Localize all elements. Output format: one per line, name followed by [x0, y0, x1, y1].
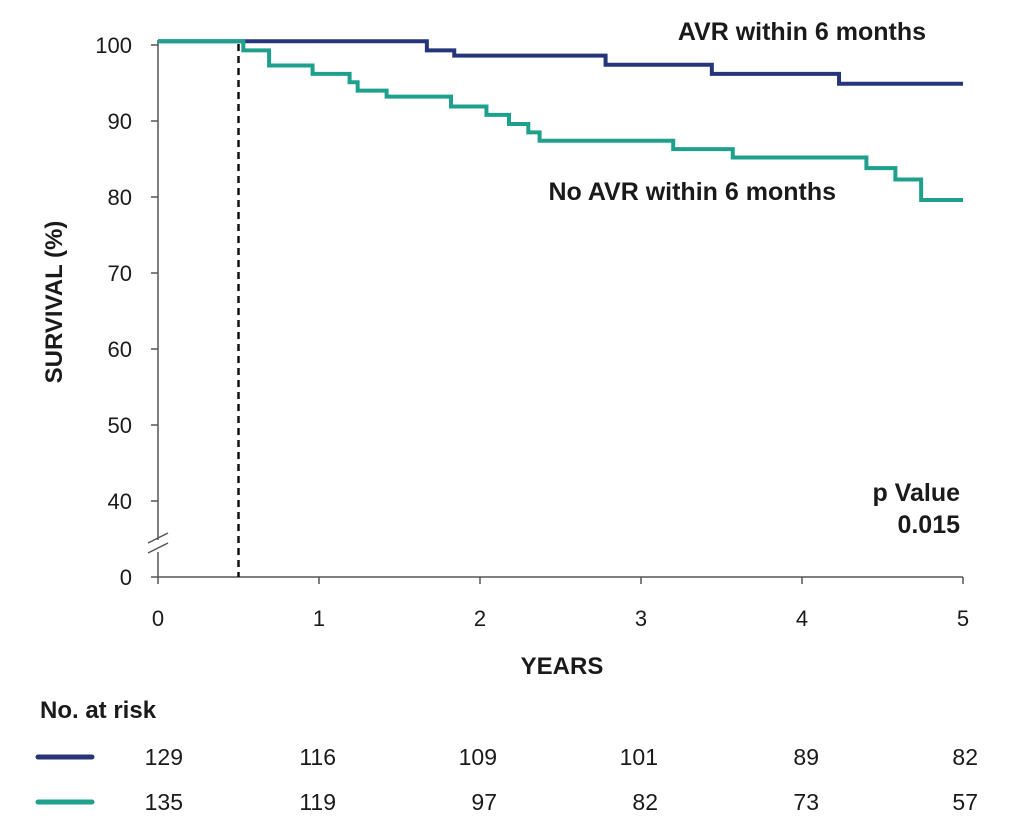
risk-count: 109 — [459, 744, 497, 770]
y-tick-label: 60 — [108, 337, 132, 362]
survival-curve-avr — [158, 39, 963, 86]
risk-count: 82 — [632, 789, 658, 815]
y-tick-label: 100 — [95, 33, 132, 58]
x-tick-label: 5 — [957, 606, 969, 631]
x-tick-label: 2 — [474, 606, 486, 631]
p-value-number: 0.015 — [897, 511, 960, 539]
x-tick-label: 4 — [796, 606, 808, 631]
risk-count: 129 — [145, 744, 183, 770]
x-axis-title: YEARS — [521, 653, 604, 680]
y-tick-label: 90 — [108, 109, 132, 134]
y-tick-label: 70 — [108, 261, 132, 286]
x-tick-label: 0 — [152, 606, 164, 631]
series-label-avr: AVR within 6 months — [678, 18, 926, 46]
risk-count: 57 — [952, 789, 978, 815]
risk-table-title: No. at risk — [40, 697, 157, 724]
risk-count: 119 — [299, 789, 336, 815]
series-label-no-avr: No AVR within 6 months — [549, 178, 837, 206]
risk-count: 135 — [145, 789, 183, 815]
y-tick-label: 80 — [108, 185, 132, 210]
risk-count: 82 — [952, 744, 978, 770]
risk-count: 73 — [793, 789, 819, 815]
y-axis-title: SURVIVAL (%) — [41, 221, 68, 384]
survival-curve-no-avr — [158, 39, 963, 203]
y-tick-label: 50 — [108, 413, 132, 438]
y-tick-label: 0 — [120, 565, 132, 590]
x-tick-label: 3 — [635, 606, 647, 631]
y-tick-label: 40 — [108, 489, 132, 514]
risk-count: 116 — [299, 744, 336, 770]
y-axis-break — [147, 532, 169, 554]
risk-count: 101 — [620, 744, 658, 770]
x-tick-label: 1 — [313, 606, 325, 631]
p-value-label: p Value — [872, 479, 960, 507]
risk-count: 89 — [793, 744, 819, 770]
risk-count: 97 — [471, 789, 497, 815]
